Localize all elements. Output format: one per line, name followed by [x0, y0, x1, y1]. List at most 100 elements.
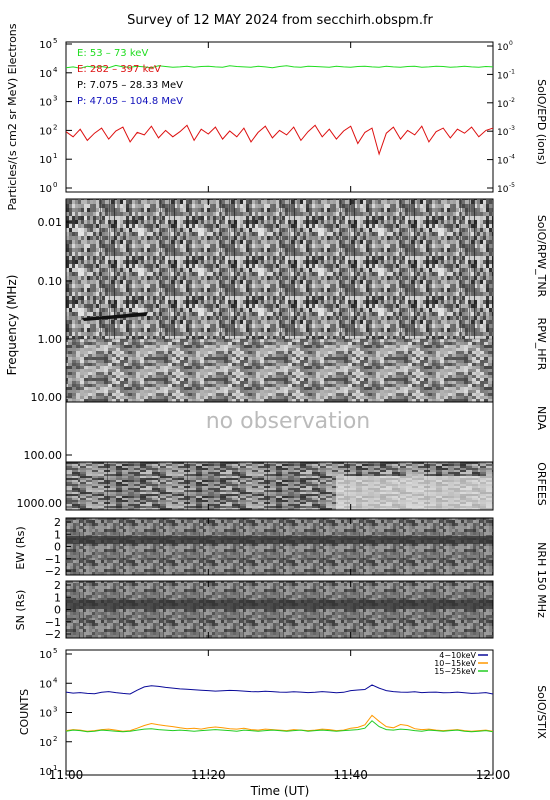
epd-left-tick-exp: 0 — [53, 181, 57, 189]
nrh-ew-ylabel: EW (Rs) — [14, 526, 27, 569]
epd-series-e-high — [66, 124, 493, 156]
stix-series-high — [66, 720, 493, 733]
epd-y-ticks: 10 010 110 210 310 410 510 -510 -410 -310 -210 -110… — [39, 37, 515, 195]
rpw-tick-label: 0.01 — [38, 216, 63, 229]
rpw-noise-hfr — [66, 339, 493, 402]
orfees-bright-part — [336, 476, 493, 510]
stix-tick-exp: 5 — [53, 647, 57, 655]
stix-tick-exp: 3 — [53, 706, 57, 714]
nrh-sn-panel: 210−1−2 SN (Rs) — [14, 579, 494, 641]
nrh-right-label: NRH 150 MHz — [535, 542, 548, 618]
epd-right-tick-exp: 0 — [509, 40, 513, 47]
epd-left-tick-label: 10 — [39, 126, 52, 137]
stix-legend-high: 15−25keV — [434, 667, 476, 676]
x-tick-label: 11:40 — [333, 768, 368, 782]
stix-tick-exp: 1 — [53, 764, 57, 772]
epd-series — [66, 64, 493, 156]
nrh-sn-ylabel: SN (Rs) — [14, 590, 27, 631]
type-iii-burst-streak — [82, 312, 148, 321]
rpw-right-label-tnr: SolO/RPW_TNR — [535, 215, 548, 298]
rpw-y-ticks: 0.01 0.10 1.00 10.00 100.00 1000.00 — [17, 216, 72, 510]
epd-left-tick-label: 10 — [39, 155, 52, 166]
epd-right-tick-exp: -2 — [509, 97, 515, 104]
nrh-ew-tick-label: −1 — [45, 553, 61, 566]
nrh-sn-tick-label: −2 — [45, 628, 61, 641]
epd-right-tick-exp: -5 — [509, 182, 515, 189]
stix-legend: 4−10keV 10−15keV 15−25keV — [434, 651, 488, 676]
stix-legend-low: 4−10keV — [439, 651, 476, 660]
no-observation-label: no observation — [206, 409, 371, 434]
epd-series-e-low — [66, 64, 493, 69]
stix-tick-label: 10 — [39, 679, 52, 690]
stix-tick-exp: 2 — [53, 735, 57, 743]
epd-right-tick-label: 10 — [497, 185, 509, 195]
rpw-tick-label: 0.10 — [38, 275, 63, 288]
nrh-ew-tick-label: −2 — [45, 565, 61, 578]
stix-legend-mid: 10−15keV — [434, 659, 476, 668]
epd-right-label: SolO/EPD (ions) — [535, 79, 548, 165]
rpw-panel: no observation 0.01 0.10 1.00 10.00 100.00 10… — [5, 198, 548, 511]
epd-legend-p-high: P: 47.05 – 104.8 MeV — [77, 96, 183, 107]
stix-tick-label: 10 — [39, 738, 52, 749]
rpw-ylabel: Frequency (MHz) — [5, 275, 19, 376]
nrh-sn-tick-label: 1 — [54, 591, 61, 604]
nrh-ew-sun-band — [66, 536, 493, 544]
rpw-tick-label: 1000.00 — [17, 497, 63, 510]
epd-left-tick-exp: 2 — [53, 123, 57, 131]
nrh-ew-tick-label: 0 — [54, 541, 61, 554]
rpw-tick-label: 100.00 — [24, 449, 63, 462]
rpw-tick-label: 10.00 — [31, 391, 63, 404]
epd-right-tick-label: 10 — [497, 43, 509, 53]
stix-series — [66, 684, 493, 733]
nrh-sn-y-ticks: 210−1−2 — [45, 579, 71, 641]
stix-ylabel: COUNTS — [18, 689, 31, 735]
epd-right-tick-label: 10 — [497, 157, 509, 167]
x-tick-label: 11:20 — [191, 768, 226, 782]
x-tick-label: 11:00 — [49, 768, 84, 782]
stix-frame — [65, 649, 494, 776]
epd-left-tick-label: 10 — [39, 98, 52, 109]
epd-right-tick-exp: -1 — [509, 68, 515, 75]
stix-tick-label: 10 — [39, 709, 52, 720]
epd-left-tick-exp: 3 — [53, 95, 57, 103]
nrh-sn-tick-label: 2 — [54, 579, 61, 592]
stix-right-label: SolO/STIX — [535, 685, 548, 739]
epd-left-tick-exp: 1 — [53, 152, 57, 160]
x-tick-label: 12:00 — [476, 768, 511, 782]
epd-left-tick-label: 10 — [39, 69, 52, 80]
rpw-frame — [65, 198, 494, 511]
stix-series-low — [66, 684, 493, 695]
rpw-right-label-nda: NDA — [535, 406, 548, 431]
epd-right-tick-label: 10 — [497, 100, 509, 110]
epd-left-tick-label: 10 — [39, 184, 52, 195]
epd-left-tick-exp: 5 — [53, 37, 57, 45]
epd-right-tick-label: 10 — [497, 128, 509, 138]
nrh-sn-image — [66, 581, 493, 638]
epd-ylabel: Particles/(s cm2 sr MeV) Electrons — [6, 23, 19, 210]
epd-left-tick-exp: 4 — [53, 66, 58, 74]
nda-empty-band — [66, 402, 493, 462]
nrh-ew-tick-label: 1 — [54, 528, 61, 541]
stix-tick-label: 10 — [39, 767, 52, 778]
epd-legend-e-high: E: 282 – 397 keV — [77, 64, 161, 75]
x-axis-ticks: 11:00 11:20 11:40 12:00 — [49, 42, 511, 782]
epd-legend-e-low: E: 53 – 73 keV — [77, 48, 148, 59]
nrh-sn-tick-label: −1 — [45, 616, 61, 629]
rpw-tick-label: 1.00 — [38, 333, 63, 346]
epd-right-tick-label: 10 — [497, 71, 509, 81]
stix-tick-label: 10 — [39, 650, 52, 661]
epd-right-tick-exp: -4 — [509, 154, 515, 161]
x-axis-label: Time (UT) — [250, 784, 310, 798]
nrh-ew-panel: 210−1−2 EW (Rs) NRH 150 MHz — [14, 516, 548, 618]
rpw-right-label-hfr: RPW_HFR — [535, 318, 548, 371]
nrh-ew-y-ticks: 210−1−2 — [45, 516, 71, 578]
stix-tick-exp: 4 — [53, 676, 58, 684]
epd-panel: 10 010 110 210 310 410 510 -510 -410 -310 -210 -110… — [6, 23, 548, 210]
nrh-ew-tick-label: 2 — [54, 516, 61, 529]
nrh-sn-sun-band — [66, 600, 493, 609]
nrh-ew-image — [66, 518, 493, 575]
epd-legend-p-low: P: 7.075 – 28.33 MeV — [77, 80, 183, 91]
